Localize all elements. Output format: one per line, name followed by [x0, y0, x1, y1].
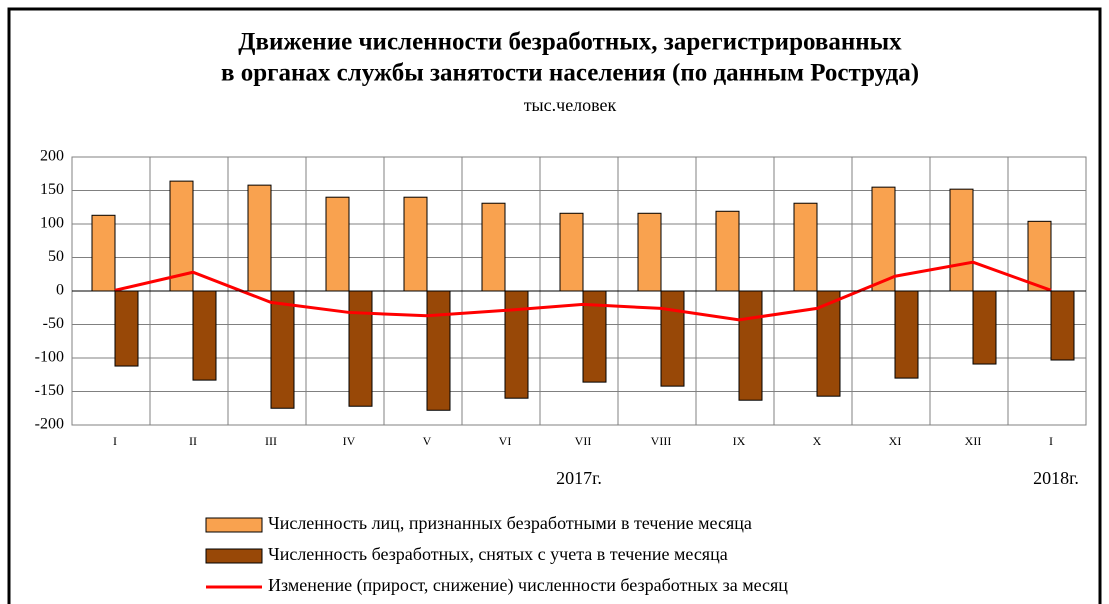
- frame: [7, 7, 1102, 604]
- annotation: 2018г.: [1033, 468, 1079, 488]
- annotation: 2017г.: [556, 468, 602, 488]
- bar: [504, 290, 529, 399]
- bar: [715, 210, 740, 292]
- bar: [325, 196, 350, 292]
- legend-label: Изменение (прирост, снижение) численност…: [268, 575, 788, 596]
- x-tick-label: X: [813, 434, 822, 448]
- x-tick-label: III: [265, 434, 277, 448]
- x-tick-label: VII: [575, 434, 592, 448]
- bar: [1050, 290, 1075, 361]
- chart-title: Движение численности безработных, зареги…: [238, 29, 902, 56]
- bar: [637, 212, 662, 292]
- y-tick-label: 200: [40, 148, 64, 165]
- bar: [559, 212, 584, 292]
- y-tick-label: 150: [40, 181, 64, 198]
- bar: [894, 290, 919, 379]
- bar: [114, 290, 139, 367]
- bar: [247, 184, 272, 292]
- chart-title: в органах службы занятости населения (по…: [221, 60, 919, 87]
- y-tick-label: 100: [40, 215, 64, 232]
- x-tick-label: XI: [889, 434, 902, 448]
- x-tick-label: I: [113, 434, 117, 448]
- x-tick-label: IV: [343, 434, 356, 448]
- line: [114, 260, 1052, 322]
- bar: [426, 290, 451, 411]
- y-tick-label: 0: [56, 282, 64, 299]
- y-tick-label: -100: [35, 349, 64, 366]
- x-tick-label: I: [1049, 434, 1053, 448]
- chart-subtitle: тыс.человек: [524, 95, 617, 115]
- y-tick-label: -150: [35, 382, 64, 399]
- y-tick-label: 50: [48, 248, 64, 265]
- x-tick-label: IX: [733, 434, 746, 448]
- y-tick-label: -50: [43, 315, 64, 332]
- bar: [793, 202, 818, 292]
- legend-swatch: [205, 517, 263, 533]
- legend-swatch: [205, 548, 263, 564]
- x-tick-label: XII: [965, 434, 982, 448]
- bar: [949, 188, 974, 292]
- bar: [1027, 220, 1052, 292]
- x-tick-label: VIII: [651, 434, 672, 448]
- bar: [972, 290, 997, 365]
- bar: [871, 186, 896, 292]
- x-tick-label: VI: [499, 434, 512, 448]
- x-tick-label: V: [423, 434, 432, 448]
- bar: [270, 290, 295, 409]
- bar: [481, 202, 506, 292]
- x-tick-label: II: [189, 434, 197, 448]
- legend-label: Численность лиц, признанных безработными…: [268, 513, 752, 533]
- y-tick-label: -200: [35, 416, 64, 433]
- bar: [660, 290, 685, 387]
- bar: [192, 290, 217, 381]
- bar: [348, 290, 373, 407]
- bar: [403, 196, 428, 292]
- bar: [738, 290, 763, 401]
- bar: [91, 214, 116, 292]
- legend-label: Численность безработных, снятых с учета …: [268, 544, 728, 564]
